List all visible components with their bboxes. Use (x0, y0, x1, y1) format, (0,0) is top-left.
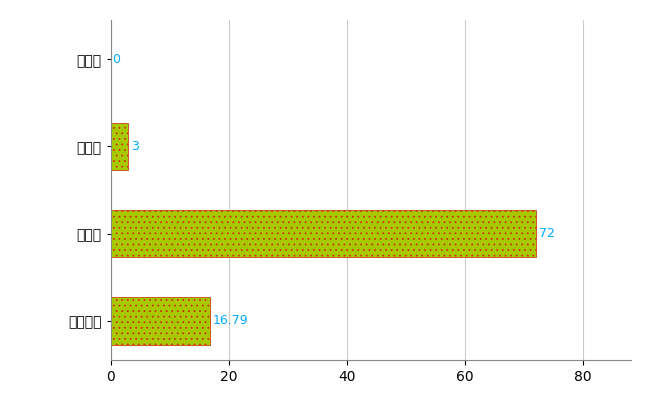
Text: 16.79: 16.79 (213, 314, 248, 327)
Bar (111, 297, 210, 344)
Text: 3: 3 (131, 140, 139, 153)
Bar (111, 210, 536, 258)
Bar (111, 122, 128, 170)
Text: 0: 0 (112, 53, 120, 66)
Text: 72: 72 (539, 227, 555, 240)
